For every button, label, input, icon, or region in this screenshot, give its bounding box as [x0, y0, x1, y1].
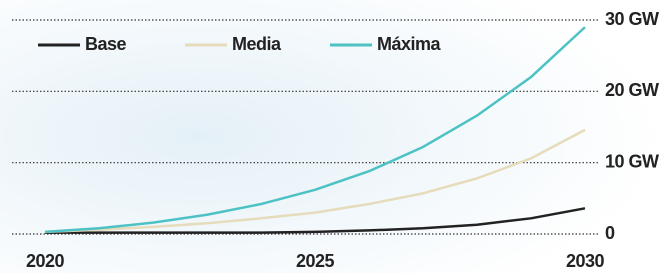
legend-label: Base — [85, 34, 127, 54]
chart: 0 10 GW 20 GW 30 GW 2020 2025 2030 Base Media Máx… — [0, 0, 664, 273]
y-tick-label: 10 GW — [605, 151, 659, 171]
y-tick-label: 30 GW — [605, 9, 659, 29]
y-tick-label: 20 GW — [605, 80, 659, 100]
x-tick-label: 2030 — [566, 251, 605, 271]
legend-label: Máxima — [377, 34, 442, 54]
x-tick-label: 2020 — [26, 251, 65, 271]
y-tick-label: 0 — [605, 223, 615, 243]
legend-label: Media — [232, 34, 282, 54]
x-tick-label: 2025 — [296, 251, 335, 271]
